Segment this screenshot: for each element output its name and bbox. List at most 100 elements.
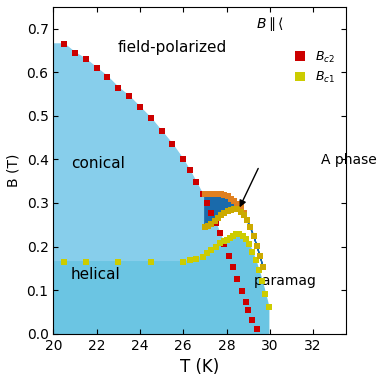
Point: [211, 191, 218, 197]
Text: field-polarized: field-polarized: [118, 39, 227, 55]
Point: [213, 219, 219, 226]
Point: [234, 276, 241, 282]
Point: [224, 193, 231, 200]
Point: [262, 290, 268, 296]
Text: $B \parallel \langle$: $B \parallel \langle$: [257, 15, 285, 33]
Point: [234, 201, 241, 207]
Point: [230, 232, 236, 239]
Point: [211, 218, 218, 224]
Point: [83, 259, 89, 265]
Legend: $B_{c2}$, $B_{c1}$: $B_{c2}$, $B_{c1}$: [292, 46, 339, 88]
Point: [247, 224, 254, 230]
Point: [200, 191, 206, 197]
Point: [260, 264, 266, 270]
Point: [115, 85, 121, 91]
Point: [254, 242, 260, 249]
Point: [105, 74, 111, 80]
Point: [233, 231, 239, 237]
Point: [228, 196, 234, 202]
Point: [217, 231, 223, 237]
Point: [204, 250, 210, 256]
Point: [241, 210, 247, 216]
Text: conical: conical: [71, 156, 125, 171]
Point: [266, 304, 272, 310]
Point: [256, 267, 262, 273]
Point: [253, 257, 259, 264]
Point: [159, 128, 165, 134]
Point: [260, 264, 266, 270]
Point: [213, 244, 219, 250]
Point: [180, 156, 186, 162]
Point: [200, 254, 206, 260]
Point: [204, 200, 210, 206]
Polygon shape: [53, 44, 257, 334]
Point: [187, 257, 193, 264]
Point: [208, 247, 214, 253]
Point: [241, 212, 247, 218]
Point: [254, 326, 260, 332]
Point: [208, 210, 214, 216]
Point: [218, 212, 224, 218]
Point: [215, 215, 221, 221]
Point: [231, 206, 237, 212]
Point: [259, 278, 265, 285]
Point: [93, 65, 100, 71]
Point: [226, 253, 232, 259]
Point: [83, 56, 89, 62]
Point: [205, 223, 211, 229]
Point: [148, 115, 154, 121]
Point: [249, 317, 255, 323]
Text: paramag: paramag: [254, 274, 316, 288]
Point: [218, 191, 224, 197]
Point: [237, 209, 244, 215]
Point: [240, 232, 246, 239]
Point: [239, 288, 245, 294]
Point: [208, 191, 214, 197]
Point: [72, 50, 78, 56]
Point: [221, 210, 228, 216]
Point: [244, 217, 250, 223]
Point: [217, 241, 223, 247]
Point: [61, 41, 67, 47]
Point: [193, 179, 199, 185]
Point: [227, 235, 233, 241]
Point: [223, 237, 229, 243]
X-axis label: T (K): T (K): [180, 358, 219, 376]
Y-axis label: B (T): B (T): [7, 154, 21, 187]
Point: [230, 264, 236, 270]
Point: [243, 236, 249, 242]
Point: [236, 231, 242, 237]
Point: [180, 259, 186, 265]
Point: [202, 191, 208, 197]
Point: [224, 208, 231, 214]
Point: [221, 192, 228, 198]
Point: [148, 259, 154, 265]
Point: [193, 256, 199, 262]
Polygon shape: [205, 194, 263, 267]
Text: helical: helical: [71, 267, 121, 282]
Point: [243, 299, 249, 305]
Point: [237, 204, 244, 210]
Point: [257, 253, 263, 259]
Point: [246, 241, 252, 247]
Point: [126, 93, 132, 99]
Point: [234, 206, 241, 213]
Point: [169, 141, 175, 147]
Point: [215, 191, 221, 197]
Point: [221, 241, 228, 247]
Point: [208, 221, 214, 227]
Point: [250, 232, 257, 239]
Point: [115, 259, 121, 265]
Text: A phase: A phase: [321, 154, 376, 167]
Point: [187, 167, 193, 173]
Point: [257, 253, 263, 259]
Point: [137, 104, 143, 110]
Point: [205, 191, 211, 197]
Point: [244, 216, 250, 223]
Point: [228, 207, 234, 213]
Point: [202, 224, 208, 230]
Point: [250, 232, 257, 239]
Point: [245, 307, 251, 313]
Point: [249, 249, 255, 255]
Point: [231, 198, 237, 204]
